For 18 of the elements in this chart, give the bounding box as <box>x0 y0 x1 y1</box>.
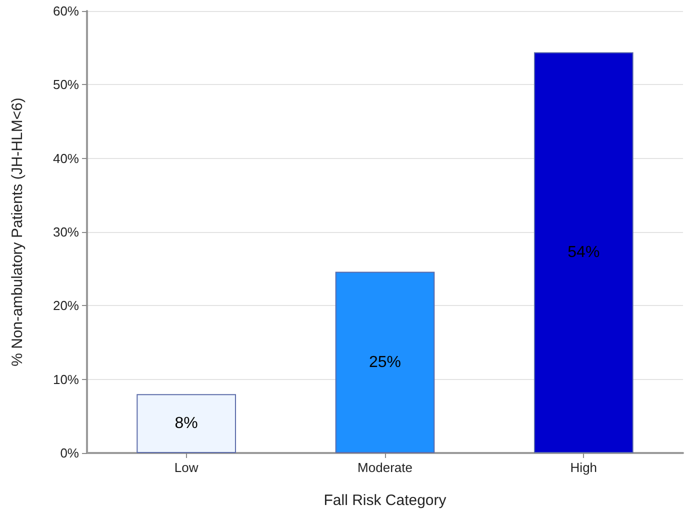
y-tick-label: 0% <box>60 446 80 460</box>
y-tick-label: 20% <box>52 298 80 314</box>
bar <box>335 272 435 453</box>
bar <box>136 394 236 453</box>
y-tick-label: 50% <box>52 77 80 92</box>
y-tick-label: 30% <box>52 224 80 240</box>
y-tick-label: 40% <box>52 150 80 166</box>
x-axis-title: Fall Risk Category <box>324 492 447 509</box>
bar <box>534 52 634 453</box>
y-tick-label: 60% <box>52 4 80 18</box>
data-label: 8% <box>174 415 198 432</box>
y-axis-title: % Non-ambulatory Patients (JH-HLM<6) <box>9 98 26 366</box>
x-tick-label: Low <box>174 460 199 475</box>
x-tick-label: High <box>570 460 598 475</box>
x-tick-label: Moderate <box>358 460 412 475</box>
y-tick-label: 10% <box>52 372 80 387</box>
data-label: 25% <box>368 354 402 371</box>
data-label: 54% <box>568 244 600 262</box>
